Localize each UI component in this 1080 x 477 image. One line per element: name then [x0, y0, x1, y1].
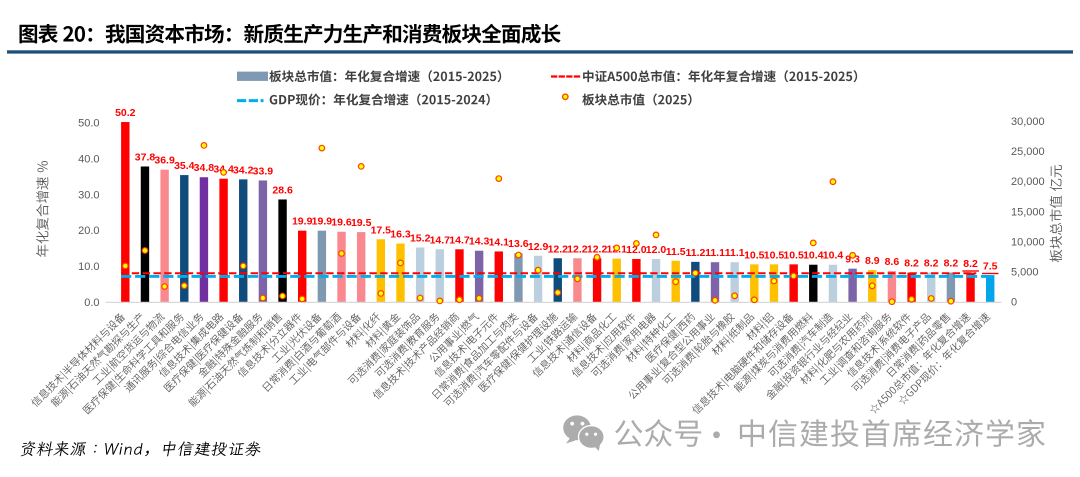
svg-text:12.2: 12.2	[567, 243, 588, 255]
svg-text:12.2: 12.2	[587, 243, 608, 255]
svg-text:10.5: 10.5	[744, 249, 765, 261]
svg-text:19.5: 19.5	[351, 217, 372, 229]
svg-text:33.9: 33.9	[253, 166, 274, 178]
svg-text:8.2: 8.2	[904, 258, 919, 270]
svg-text:11.2: 11.2	[685, 247, 705, 259]
svg-text:10.5: 10.5	[783, 249, 804, 261]
svg-text:14.3: 14.3	[469, 236, 490, 248]
svg-text:9.3: 9.3	[845, 254, 860, 266]
svg-text:10.5: 10.5	[764, 249, 785, 261]
svg-text:28.6: 28.6	[272, 185, 293, 197]
svg-text:40.0: 40.0	[78, 154, 99, 166]
svg-text:12.0: 12.0	[626, 244, 647, 256]
svg-text:30,000: 30,000	[1011, 116, 1045, 128]
svg-text:0: 0	[1011, 297, 1017, 309]
svg-text:11.5: 11.5	[666, 246, 686, 258]
svg-text:8.2: 8.2	[963, 258, 978, 270]
svg-text:50.2: 50.2	[115, 107, 136, 119]
svg-text:10.0: 10.0	[78, 261, 99, 273]
svg-text:12.2: 12.2	[548, 243, 569, 255]
svg-text:36.9: 36.9	[154, 155, 175, 167]
svg-text:30.0: 30.0	[78, 189, 99, 201]
svg-text:0.0: 0.0	[84, 297, 99, 309]
svg-text:34.8: 34.8	[194, 162, 215, 174]
svg-text:15,000: 15,000	[1011, 206, 1045, 218]
svg-text:19.6: 19.6	[331, 217, 352, 229]
svg-text:12.9: 12.9	[528, 241, 549, 253]
svg-text:34.2: 34.2	[233, 164, 254, 176]
svg-text:5,000: 5,000	[1011, 267, 1039, 279]
svg-text:19.9: 19.9	[292, 216, 313, 228]
svg-text:25,000: 25,000	[1011, 146, 1045, 158]
svg-text:37.8: 37.8	[135, 152, 156, 164]
svg-text:20,000: 20,000	[1011, 176, 1045, 188]
svg-text:19.9: 19.9	[312, 216, 333, 228]
svg-text:15.2: 15.2	[410, 233, 431, 245]
svg-text:17.5: 17.5	[371, 224, 392, 236]
svg-text:10.4: 10.4	[823, 250, 844, 262]
svg-text:8.2: 8.2	[924, 258, 939, 270]
svg-text:14.1: 14.1	[489, 237, 510, 249]
svg-text:8.2: 8.2	[944, 258, 959, 270]
svg-text:50.0: 50.0	[78, 118, 99, 130]
svg-text:16.3: 16.3	[390, 229, 411, 241]
svg-text:7.5: 7.5	[983, 261, 998, 273]
svg-text:35.4: 35.4	[174, 160, 195, 172]
svg-text:12.0: 12.0	[646, 244, 667, 256]
svg-text:14.7: 14.7	[430, 234, 451, 246]
svg-text:20.0: 20.0	[78, 225, 99, 237]
svg-text:8.9: 8.9	[865, 255, 880, 267]
svg-text:10.4: 10.4	[803, 250, 824, 262]
svg-text:10,000: 10,000	[1011, 236, 1045, 248]
svg-text:11.1: 11.1	[705, 247, 725, 259]
svg-text:13.6: 13.6	[508, 238, 529, 250]
svg-text:14.7: 14.7	[449, 234, 470, 246]
svg-text:8.6: 8.6	[885, 256, 900, 268]
svg-text:11.1: 11.1	[725, 247, 745, 259]
